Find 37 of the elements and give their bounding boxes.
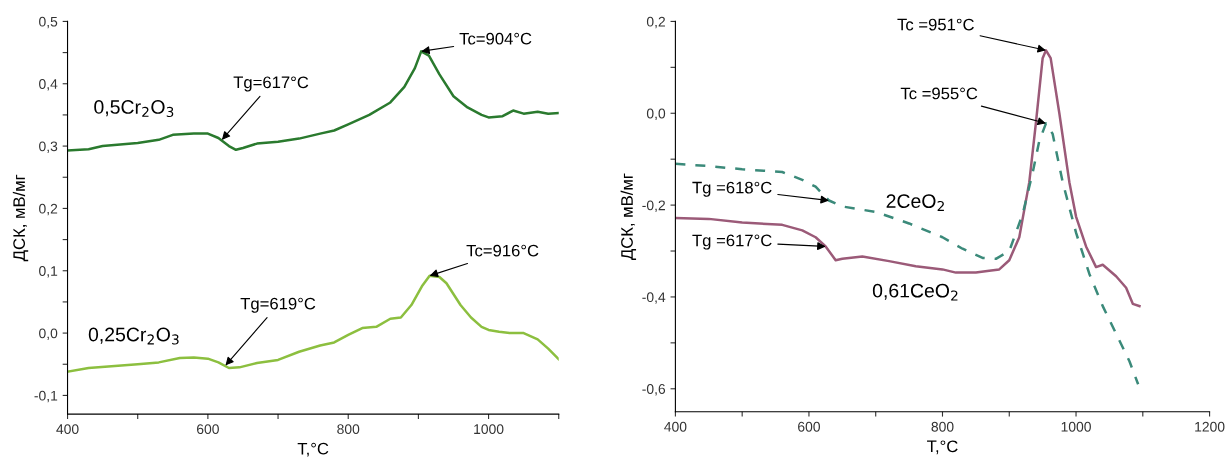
y-tick-label: 0,5 — [39, 16, 58, 29]
y-tick-label: -0,4 — [642, 292, 666, 304]
y-tick-label: 0,0 — [646, 108, 666, 121]
annotation: Tg=617°C — [233, 76, 309, 92]
y-tick-label: -0,1 — [34, 390, 58, 403]
x-axis-title: T,°C — [927, 440, 958, 455]
y-tick-label: 0,0 — [39, 328, 58, 340]
x-tick-label: 800 — [337, 424, 360, 435]
series-label: 0,5Cr$_{2}$O$_{3}$ — [94, 100, 174, 118]
y-tick-label: -0,2 — [642, 200, 665, 212]
x-tick-label: 600 — [798, 421, 820, 432]
y-tick-label: 0,4 — [39, 79, 58, 91]
y-axis-title: ДСК, мВ/мг — [620, 173, 637, 260]
y-tick-label: -0,6 — [642, 384, 666, 396]
x-tick-label: 1200 — [1195, 421, 1225, 432]
x-tick-label: 600 — [197, 424, 219, 435]
annotation: Tc =951°C — [897, 18, 974, 31]
annotation: Tg =618°C — [692, 181, 772, 197]
y-tick-label: 0,3 — [39, 141, 58, 153]
x-tick-label: 400 — [56, 424, 79, 435]
x-tick-label: 800 — [931, 421, 954, 432]
annotation: Tg =617°C — [692, 234, 772, 250]
y-axis-title: ДСК, мВ/мг — [12, 174, 29, 262]
y-tick-label: 0,2 — [39, 203, 58, 216]
x-tick-label: 1000 — [1061, 421, 1091, 432]
series-label: 0,25Cr$_{2}$O$_{3}$ — [88, 327, 179, 345]
y-tick-label: 0,1 — [39, 266, 58, 278]
x-tick-label: 1000 — [474, 424, 504, 435]
annotation: Tc=916°C — [466, 244, 539, 257]
annotation: Tc =955°C — [900, 87, 978, 100]
x-tick-label: 400 — [664, 421, 687, 432]
annotation: Tc=904°C — [459, 32, 532, 45]
series-label: 2CeO$_{2}$ — [886, 194, 944, 211]
annotation: Tg=619°C — [240, 297, 316, 313]
series-label: 0,61CeO$_{2}$ — [872, 283, 958, 301]
y-tick-label: 0,2 — [646, 16, 665, 29]
x-axis-title: T,°C — [297, 442, 329, 457]
